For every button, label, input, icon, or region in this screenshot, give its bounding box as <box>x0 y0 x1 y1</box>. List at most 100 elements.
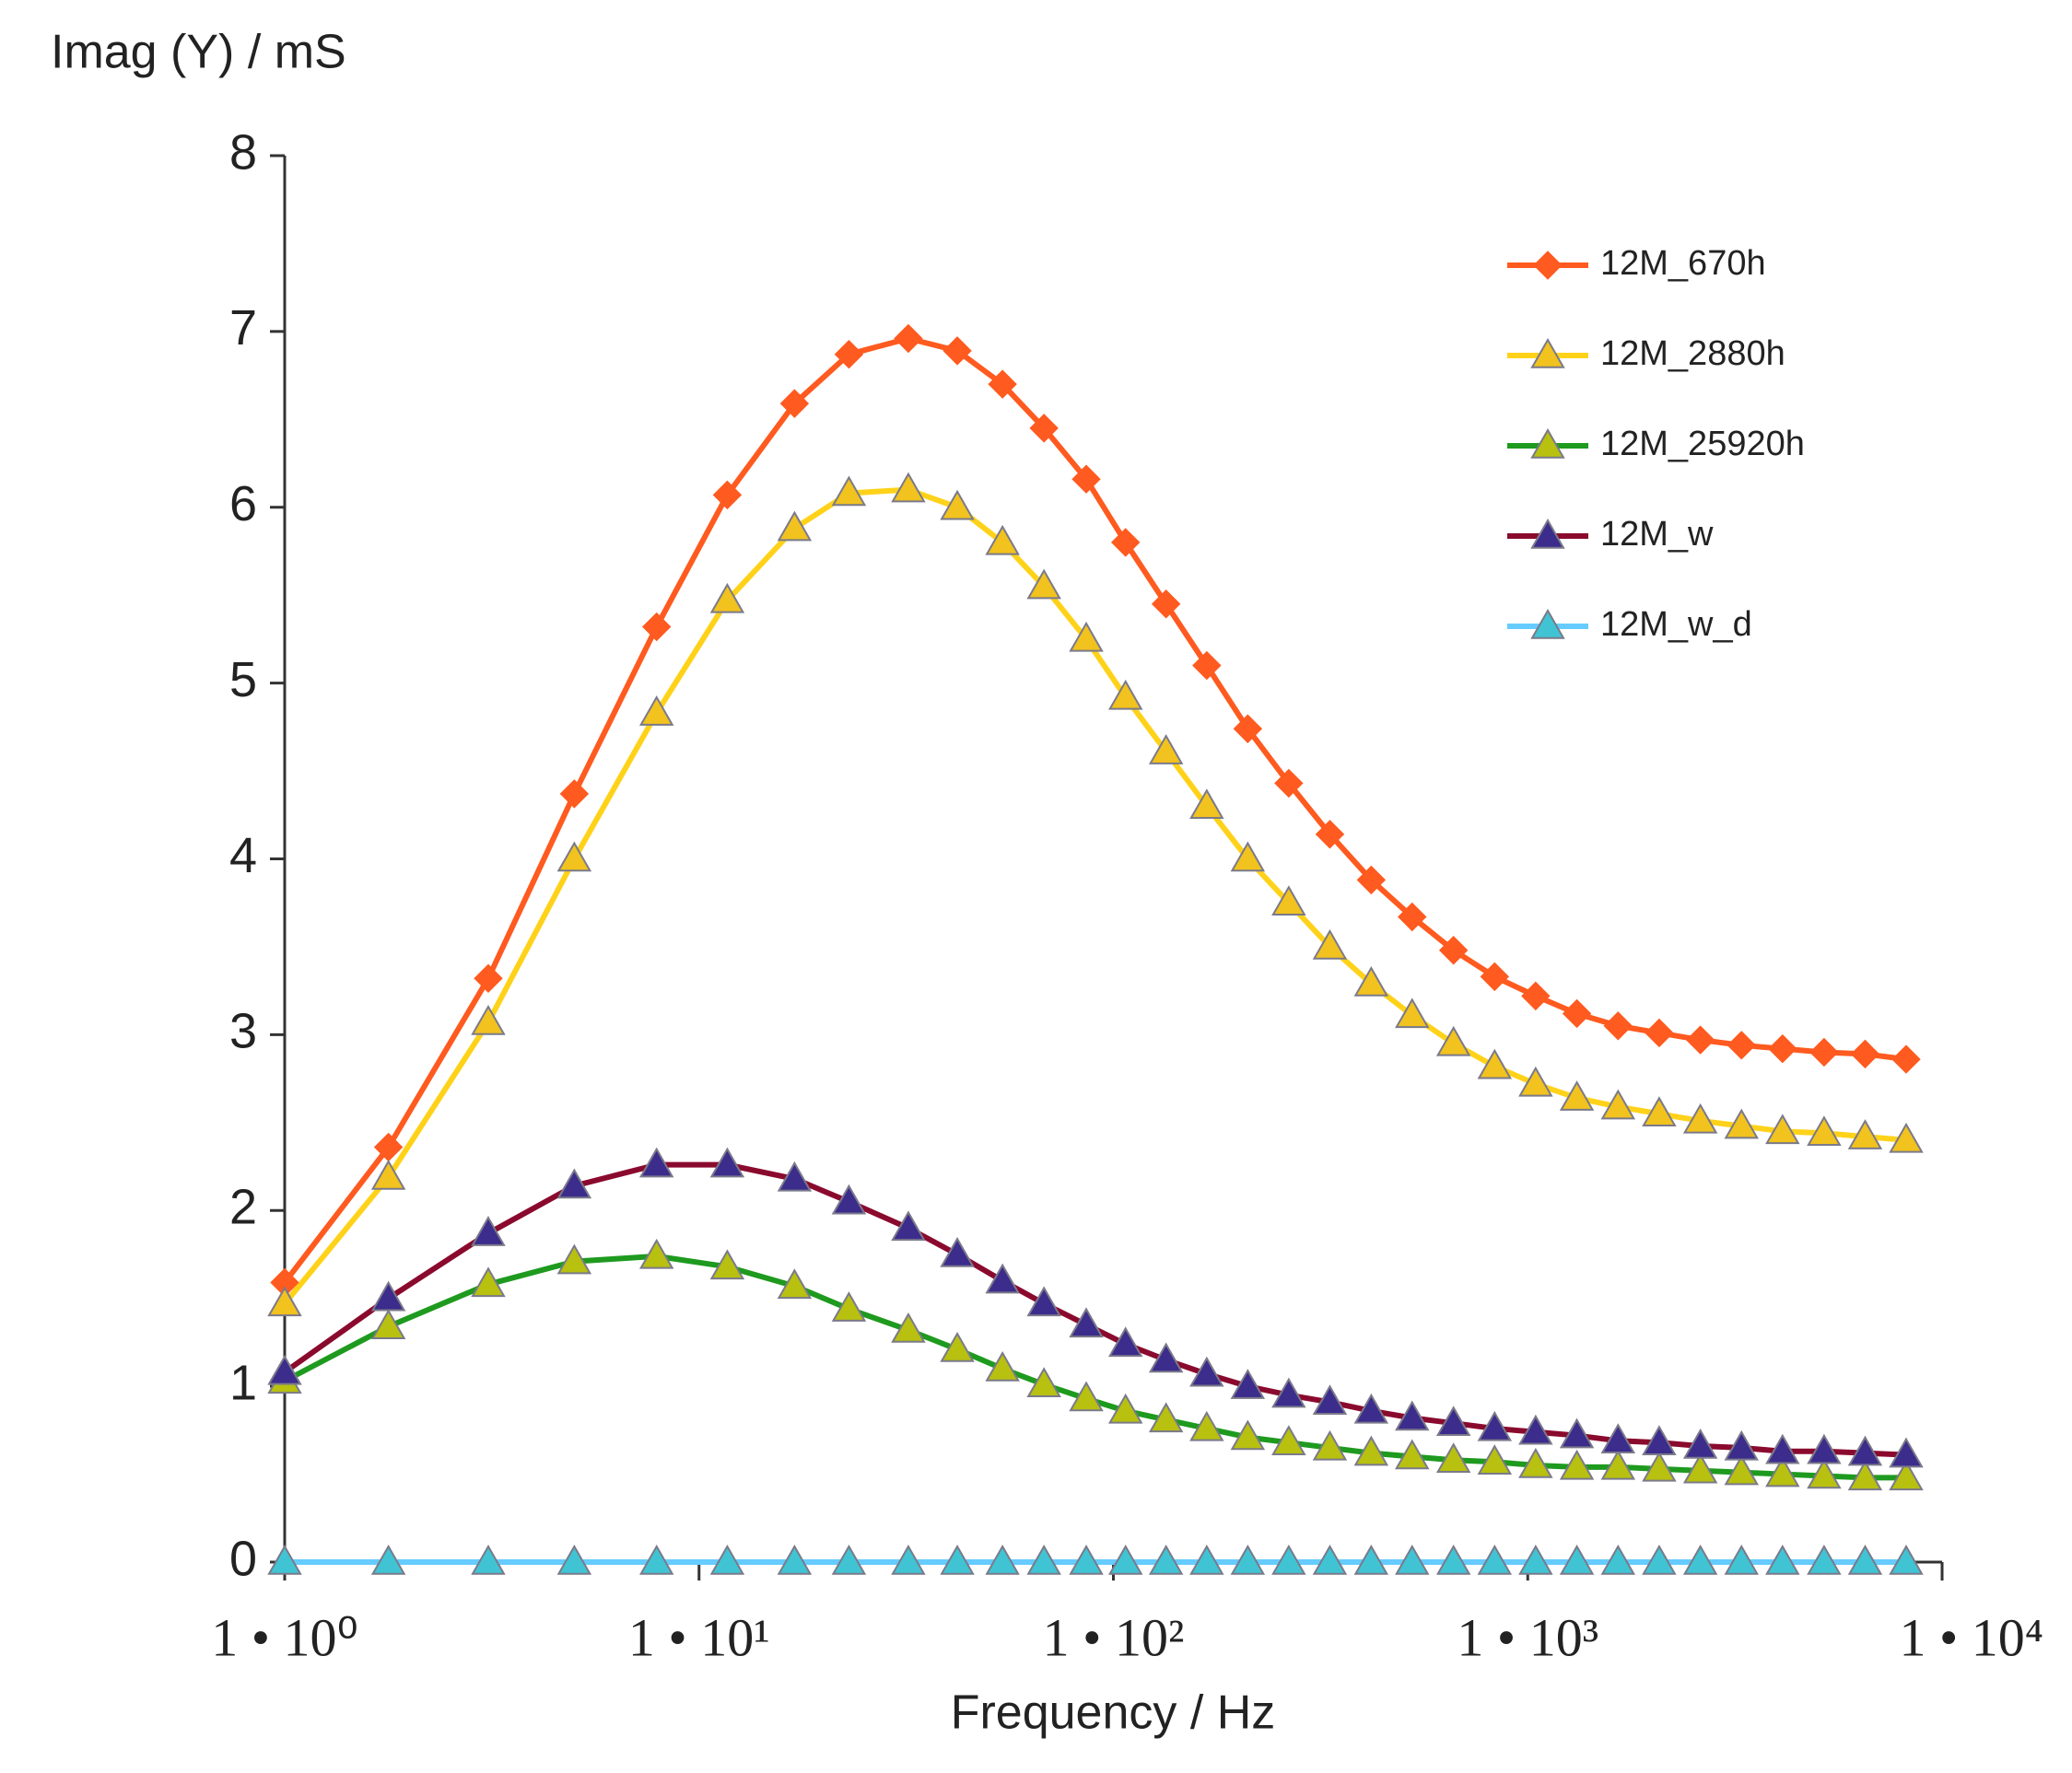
marker <box>1765 1114 1800 1145</box>
marker <box>1353 1435 1389 1466</box>
series-line <box>283 1161 1907 1458</box>
marker <box>1312 1429 1348 1461</box>
marker <box>1111 528 1141 557</box>
marker <box>985 1263 1020 1294</box>
marker <box>1642 1425 1677 1455</box>
x-tick-label: 1 • 10³ <box>1457 1607 1598 1667</box>
marker <box>556 1168 592 1199</box>
marker <box>1480 962 1510 992</box>
marker <box>1807 1433 1842 1464</box>
marker <box>1724 1454 1759 1486</box>
marker <box>1477 1410 1513 1441</box>
marker <box>985 1351 1020 1382</box>
marker <box>891 1312 926 1343</box>
marker <box>940 489 975 520</box>
marker <box>1398 902 1427 932</box>
marker <box>1271 1544 1306 1575</box>
marker <box>267 1544 302 1575</box>
legend-label: 12M_w_d <box>1600 605 1752 644</box>
marker <box>1230 1419 1266 1451</box>
marker <box>894 323 923 354</box>
marker <box>1889 1544 1924 1575</box>
marker <box>1559 1544 1595 1575</box>
y-tick-label: 8 <box>229 124 257 180</box>
marker <box>1069 1544 1104 1575</box>
marker <box>834 339 864 369</box>
marker <box>559 779 590 809</box>
y-tick-label: 0 <box>229 1531 257 1586</box>
marker <box>1071 464 1101 494</box>
marker <box>1148 1544 1184 1575</box>
marker <box>1642 1096 1677 1127</box>
legend-marker <box>1530 337 1565 368</box>
x-tick-label: 1 • 10⁰ <box>211 1607 358 1667</box>
y-tick-label: 5 <box>229 652 257 707</box>
marker <box>471 1216 506 1246</box>
marker <box>1847 1119 1883 1149</box>
marker <box>1233 714 1263 743</box>
marker <box>1889 1437 1924 1468</box>
marker <box>1189 1410 1224 1441</box>
y-tick-label: 1 <box>229 1355 257 1410</box>
marker <box>1395 997 1430 1029</box>
marker <box>471 1004 506 1035</box>
marker <box>777 510 813 542</box>
marker <box>1477 1544 1513 1575</box>
marker <box>1847 1435 1883 1466</box>
marker <box>1642 1544 1677 1575</box>
marker <box>779 389 810 418</box>
marker <box>985 524 1020 555</box>
marker <box>891 1544 926 1575</box>
marker <box>777 1544 813 1575</box>
marker <box>1356 865 1387 895</box>
marker <box>642 612 672 642</box>
marker <box>1148 1342 1184 1373</box>
marker <box>1559 1080 1595 1111</box>
marker <box>891 472 926 503</box>
x-tick-label: 1 • 10² <box>1043 1607 1185 1667</box>
marker <box>831 1184 867 1215</box>
marker <box>709 1249 745 1280</box>
marker <box>1069 621 1104 652</box>
marker <box>1435 1025 1471 1056</box>
legend-marker <box>1533 251 1563 280</box>
legend-marker <box>1530 608 1565 639</box>
marker <box>1559 1449 1595 1480</box>
marker <box>1807 1458 1842 1489</box>
marker <box>370 1159 406 1190</box>
marker <box>1148 734 1184 764</box>
x-axis-title: Frequency / Hz <box>951 1686 1276 1740</box>
marker <box>1271 1425 1306 1455</box>
marker <box>831 1544 867 1575</box>
marker <box>1600 1089 1636 1120</box>
marker <box>709 582 745 613</box>
marker <box>1107 679 1143 710</box>
marker <box>831 1291 867 1322</box>
marker <box>1518 1544 1553 1575</box>
marker <box>1026 1286 1061 1317</box>
marker <box>1069 1381 1104 1412</box>
marker <box>940 1332 975 1362</box>
marker <box>267 1286 302 1317</box>
marker <box>1682 1429 1718 1459</box>
marker <box>1353 966 1389 997</box>
x-tick-label: 1 • 10⁴ <box>1899 1607 2043 1667</box>
marker <box>1807 1544 1842 1575</box>
marker <box>1562 998 1592 1029</box>
marker <box>1682 1452 1718 1484</box>
marker <box>1435 1442 1471 1474</box>
marker <box>777 1161 813 1192</box>
marker <box>638 1147 674 1178</box>
marker <box>1600 1423 1636 1454</box>
marker <box>1847 1460 1883 1491</box>
marker <box>1518 1414 1553 1445</box>
marker <box>1724 1429 1759 1461</box>
marker <box>1518 1066 1553 1097</box>
marker <box>1026 1544 1061 1575</box>
marker <box>1148 1402 1184 1433</box>
marker <box>638 695 674 726</box>
marker <box>1765 1456 1800 1487</box>
marker <box>1189 1544 1224 1575</box>
marker <box>638 1238 674 1269</box>
marker <box>471 1266 506 1298</box>
